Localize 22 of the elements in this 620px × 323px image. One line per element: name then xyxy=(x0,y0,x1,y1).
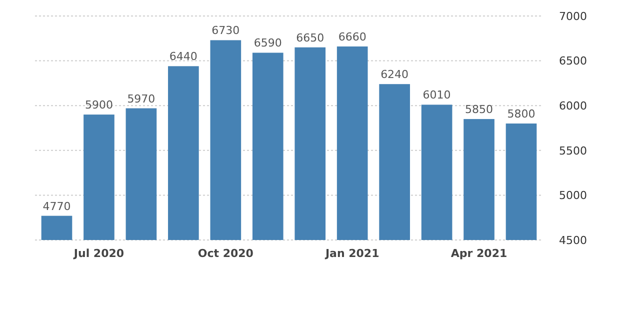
y-tick-label: 4500 xyxy=(559,234,587,247)
x-tick-label: Jul 2020 xyxy=(72,247,124,260)
y-tick-label: 6500 xyxy=(559,54,587,68)
y-tick-label: 6000 xyxy=(559,99,587,112)
x-tick-label: Apr 2021 xyxy=(450,247,508,260)
data-label: 6660 xyxy=(338,30,366,44)
data-label: 6440 xyxy=(169,50,198,64)
data-label: 5970 xyxy=(127,92,156,106)
data-label: 5800 xyxy=(507,108,536,121)
y-tick-label: 5000 xyxy=(559,189,587,202)
data-label: 6650 xyxy=(296,31,324,44)
data-label: 6590 xyxy=(254,36,282,50)
x-tick-label: Jan 2021 xyxy=(324,247,380,260)
data-label: 5900 xyxy=(84,98,113,112)
data-label: 5850 xyxy=(465,103,494,116)
x-tick-label: Oct 2020 xyxy=(198,247,254,260)
data-label: 4770 xyxy=(42,200,71,213)
data-label: 6730 xyxy=(212,24,240,38)
y-tick-label: 5500 xyxy=(559,144,587,158)
data-label: 6010 xyxy=(422,88,451,102)
y-tick-label: 7000 xyxy=(559,10,587,23)
data-label: 6240 xyxy=(380,68,409,82)
